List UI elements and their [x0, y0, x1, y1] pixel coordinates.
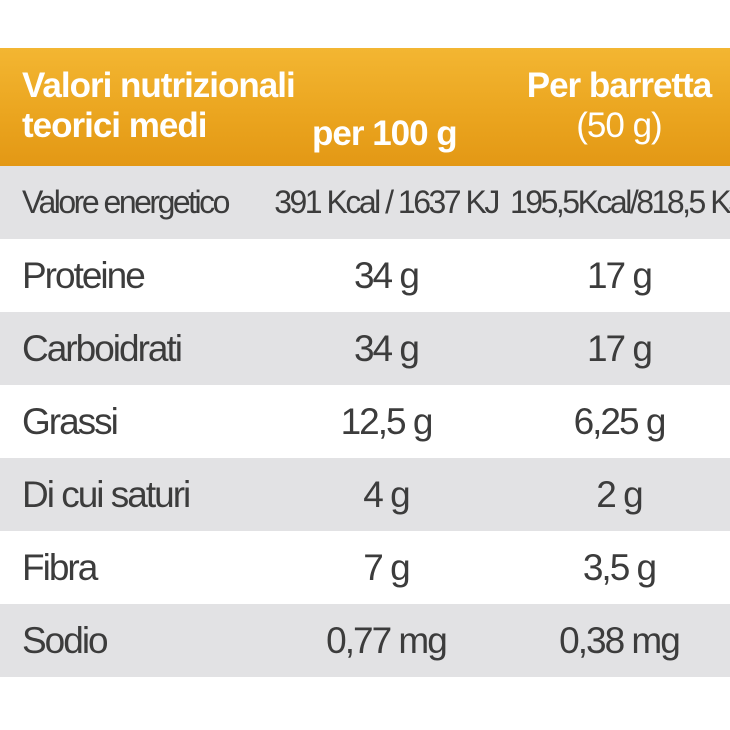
row-per100-value: 34 g [353, 328, 420, 369]
row-label: Valore energetico [22, 184, 230, 220]
row-perbar-value: 17 g [586, 255, 653, 296]
header-nutritional-values: Valori nutrizionali teorici medi [22, 66, 296, 146]
row-perbar-value: 195,5Kcal/818,5 KJ [510, 184, 730, 220]
table-header: Valori nutrizionali teorici medi per 100… [0, 48, 730, 166]
row-label: Di cui saturi [22, 474, 191, 515]
nutrition-table: Valori nutrizionali teorici medi per 100… [0, 48, 730, 677]
row-per100-value: 7 g [363, 547, 410, 588]
row-label: Grassi [22, 401, 119, 442]
row-per100-value: 0,77 mg [326, 620, 448, 661]
row-perbar-value: 17 g [586, 328, 653, 369]
table-row-sodium: Sodio 0,77 mg 0,38 mg [0, 604, 730, 677]
row-perbar-value: 6,25 g [573, 401, 667, 442]
table-row-fiber: Fibra 7 g 3,5 g [0, 531, 730, 604]
row-label: Proteine [22, 255, 146, 296]
table-row-protein: Proteine 34 g 17 g [0, 239, 730, 312]
row-perbar-value: 0,38 mg [559, 620, 681, 661]
header-col1-line2: teorici medi [22, 106, 207, 145]
row-perbar-value: 3,5 g [582, 547, 657, 588]
row-per100-value: 391 Kcal / 1637 KJ [274, 184, 500, 220]
header-col3-line1: Per barretta [526, 66, 712, 105]
header-col1-line1: Valori nutrizionali [22, 66, 296, 105]
row-per100-value: 34 g [353, 255, 420, 296]
header-col3-line2: (50 g) [576, 106, 662, 145]
header-per-bar: Per barretta (50 g) [510, 66, 728, 146]
row-label: Fibra [22, 547, 98, 588]
row-per100-value: 12,5 g [340, 401, 434, 442]
table-row-energy: Valore energetico 391 Kcal / 1637 KJ 195… [0, 166, 730, 239]
row-label: Sodio [22, 620, 109, 661]
table-row-saturated: Di cui saturi 4 g 2 g [0, 458, 730, 531]
header-per-100g: per 100 g [312, 114, 458, 153]
table-row-fat: Grassi 12,5 g 6,25 g [0, 385, 730, 458]
row-per100-value: 4 g [363, 474, 410, 515]
table-row-carbs: Carboidrati 34 g 17 g [0, 312, 730, 385]
row-perbar-value: 2 g [596, 474, 643, 515]
row-label: Carboidrati [22, 328, 183, 369]
